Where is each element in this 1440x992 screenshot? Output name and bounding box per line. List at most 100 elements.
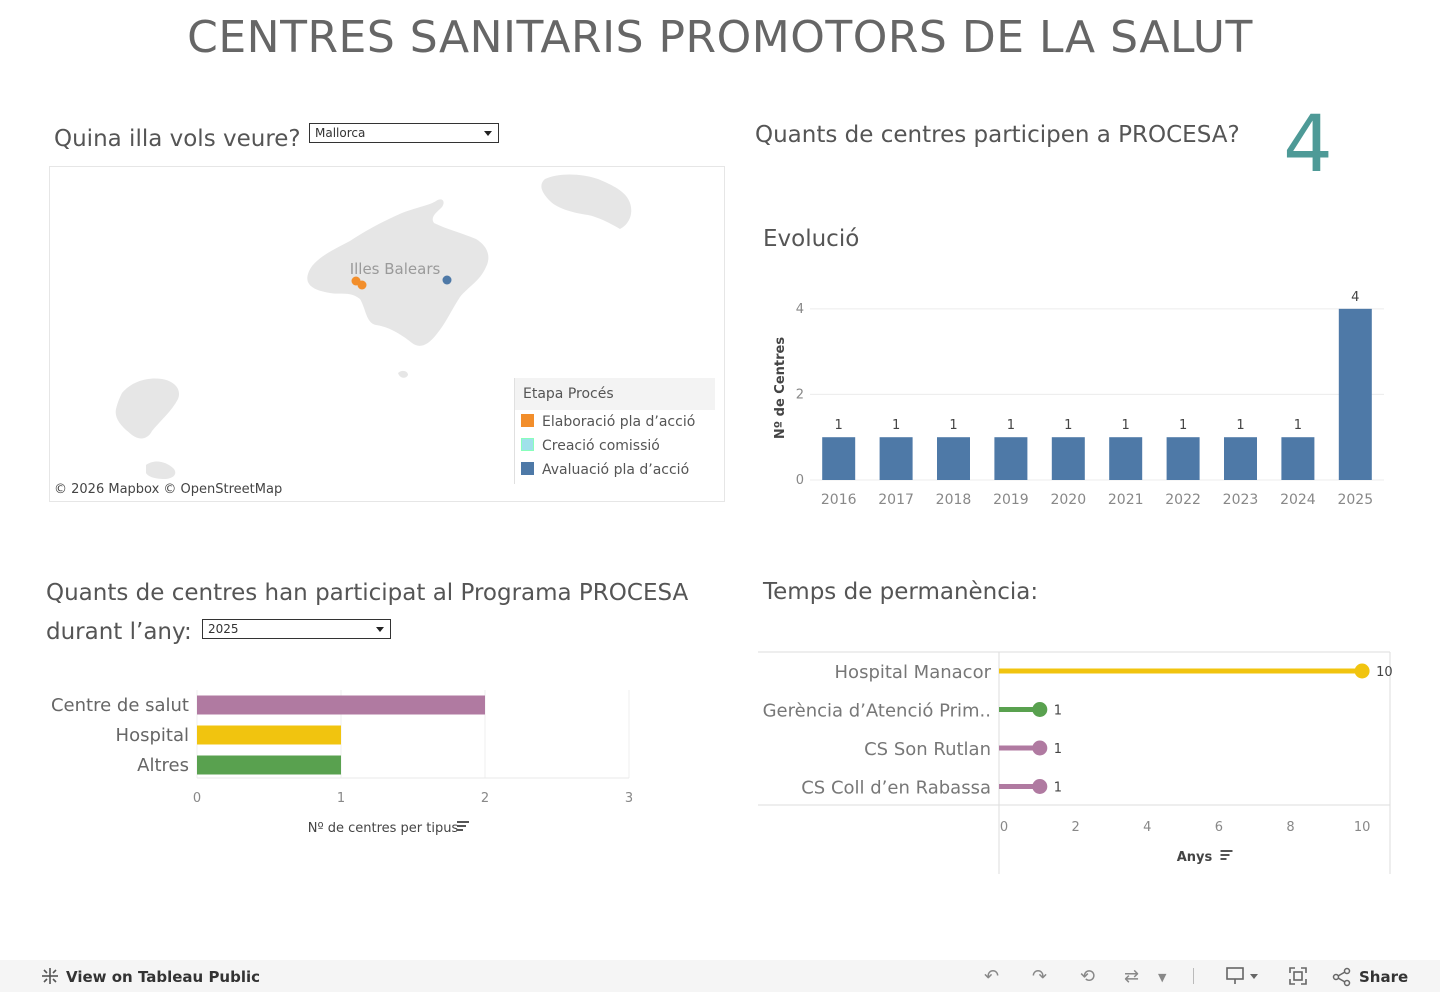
legend-title: Etapa Procés: [515, 378, 715, 410]
formentera-island-shape: [146, 461, 176, 479]
bar-value-label: 1: [1236, 418, 1244, 433]
legend-swatch: [521, 414, 534, 427]
map-attribution[interactable]: © 2026 Mapbox © OpenStreetMap: [54, 482, 283, 497]
download-icon[interactable]: [1226, 966, 1260, 990]
legend-item-elaboracio[interactable]: Elaboració pla d’acció: [515, 410, 715, 434]
bar-2019: [994, 437, 1028, 480]
x-tick-label: 2022: [1165, 492, 1201, 508]
share-button[interactable]: Share: [1359, 968, 1409, 986]
tipus-chart[interactable]: 0 1 2 3 Centre de salut Hospital Altres Nº de c…: [40, 680, 660, 850]
toolbar-divider: [1193, 968, 1194, 984]
category-label: CS Coll d’en Rabassa: [801, 778, 991, 799]
category-label: Gerència d’Atenció Prim..: [763, 701, 991, 722]
revert-icon[interactable]: ⟲: [1080, 966, 1096, 987]
category-label: Hospital: [116, 725, 189, 746]
bar-2021: [1109, 437, 1143, 480]
dashboard-title: CENTRES SANITARIS PROMOTORS DE LA SALUT: [187, 12, 1253, 63]
map-canvas[interactable]: Illes Balears: [50, 167, 724, 501]
category-label: CS Son Rutlan: [864, 739, 991, 760]
chevron-down-icon: [376, 627, 384, 632]
year-select[interactable]: 2025: [202, 619, 391, 639]
legend-swatch: [521, 438, 534, 451]
x-tick-label: 2023: [1223, 492, 1259, 508]
bar-2020: [1051, 437, 1085, 480]
x-tick-label: 8: [1286, 820, 1294, 835]
tableau-logo-icon: [40, 966, 60, 990]
bar-centre-de-salut: [197, 695, 485, 715]
bar-value-label: 4: [1351, 290, 1359, 305]
permanencia-chart[interactable]: 10 Hospital Manacor 1 Gerència d’Atenció Pr…: [756, 650, 1396, 880]
bar-value-label: 1: [1179, 418, 1187, 433]
y-tick-label: 2: [796, 387, 804, 402]
bar-2017: [879, 437, 913, 480]
x-tick-label: 2021: [1108, 492, 1144, 508]
x-tick-label: 0: [1000, 820, 1008, 835]
island-filter-label: Quina illa vols veure?: [54, 126, 301, 152]
map-point-avaluacio[interactable]: [442, 275, 452, 285]
x-tick-label: 10: [1354, 820, 1371, 835]
redo-icon[interactable]: ↷: [1032, 966, 1048, 987]
participacio-heading-2: durant l’any:: [46, 619, 192, 645]
bar-altres: [197, 755, 341, 775]
x-axis-title: Anys: [1177, 850, 1213, 865]
category-label: Hospital Manacor: [835, 662, 992, 683]
evolucio-chart[interactable]: 0 2 4 Nº de Centres 1 2016 1 2017 1 2018 1 2019 1 202…: [760, 280, 1400, 520]
kpi-question: Quants de centres participen a PROCESA?: [755, 122, 1240, 148]
evolucio-heading: Evolució: [763, 226, 860, 252]
legend-item-label: Avaluació pla d’acció: [542, 462, 690, 478]
bar-2025: [1338, 308, 1372, 480]
island-select[interactable]: Mallorca: [309, 123, 499, 143]
map-place-label: Illes Balears: [350, 260, 441, 278]
y-tick-label: 0: [796, 473, 804, 488]
menorca-island-shape: [541, 174, 632, 229]
x-tick-label: 2024: [1280, 492, 1316, 508]
lollipop-dot: [1354, 663, 1370, 679]
cabrera-island-shape: [398, 370, 408, 378]
bar-2024: [1281, 437, 1315, 480]
x-tick-label: 3: [625, 791, 633, 806]
bar-value-label: 1: [892, 418, 900, 433]
map-view[interactable]: Illes Balears: [49, 166, 725, 502]
x-tick-label: 2019: [993, 492, 1029, 508]
bar-value-label: 1: [1064, 418, 1072, 433]
share-icon[interactable]: [1332, 967, 1352, 991]
bar-value-label: 1: [1294, 418, 1302, 433]
x-tick-label: 2017: [878, 492, 914, 508]
category-label: Altres: [137, 755, 189, 776]
permanencia-heading: Temps de permanència:: [763, 579, 1039, 605]
view-on-tableau-link[interactable]: View on Tableau Public: [66, 968, 261, 986]
y-axis-title: Nº de Centres: [773, 337, 788, 439]
footer-toolbar: [0, 960, 1440, 992]
map-point-elaboracio-2[interactable]: [357, 280, 367, 290]
refresh-icon[interactable]: ⇄: [1124, 966, 1140, 987]
x-tick-label: 2: [481, 791, 489, 806]
x-axis-title: Nº de centres per tipus: [308, 821, 459, 836]
legend-item-creacio[interactable]: Creació comissió: [515, 434, 715, 458]
year-select-value: 2025: [208, 622, 239, 636]
bar-value-label: 1: [1007, 418, 1015, 433]
bar-hospital: [197, 725, 341, 745]
bar-2022: [1166, 437, 1200, 480]
x-tick-label: 2018: [936, 492, 972, 508]
chevron-down-icon: [484, 131, 492, 136]
chevron-down-icon[interactable]: ▼: [1158, 971, 1167, 984]
lollipop-dot: [1032, 740, 1048, 756]
y-tick-label: 4: [796, 302, 804, 317]
value-label: 1: [1054, 704, 1062, 719]
bar-2018: [937, 437, 970, 480]
kpi-value: 4: [1283, 100, 1333, 190]
bar-value-label: 1: [949, 418, 957, 433]
x-tick-label: 2: [1071, 820, 1079, 835]
map-legend: Etapa Procés Elaboració pla d’acció Crea…: [514, 378, 715, 484]
bar-2016: [822, 437, 856, 480]
island-select-value: Mallorca: [315, 126, 366, 140]
legend-item-label: Elaboració pla d’acció: [542, 414, 696, 430]
x-tick-label: 1: [337, 791, 345, 806]
undo-icon[interactable]: ↶: [984, 966, 1000, 987]
fullscreen-icon[interactable]: [1288, 966, 1308, 990]
bar-value-label: 1: [835, 418, 843, 433]
legend-item-avaluacio[interactable]: Avaluació pla d’acció: [515, 458, 715, 482]
category-label: Centre de salut: [51, 695, 189, 716]
eivissa-island-shape: [115, 378, 180, 439]
x-tick-label: 2025: [1337, 492, 1373, 508]
